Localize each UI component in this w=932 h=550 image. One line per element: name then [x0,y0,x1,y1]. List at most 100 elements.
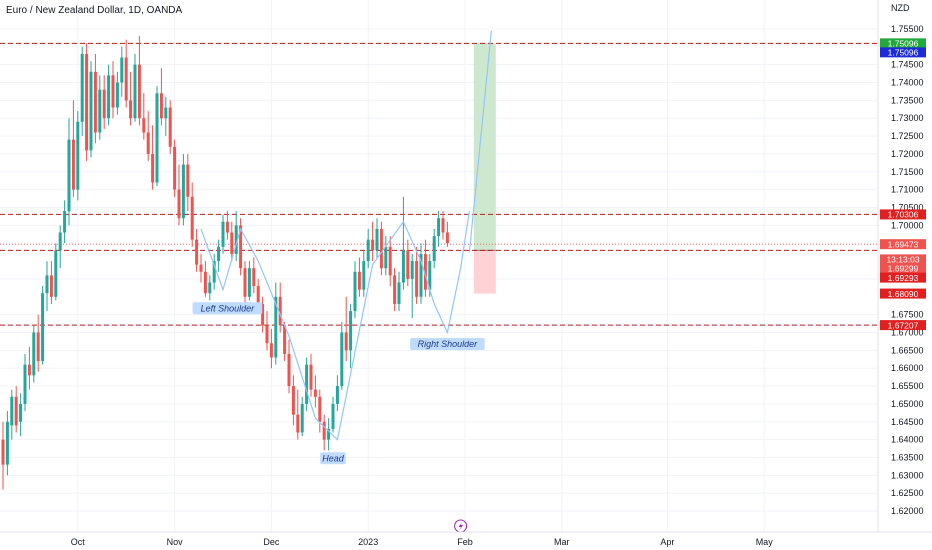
candle [181,153,185,226]
candle [85,43,89,162]
candle-body [397,282,401,304]
candle-body [1,439,5,465]
candle [318,389,322,433]
candle-body [203,271,207,294]
candle [45,261,49,312]
candle-body [445,232,449,244]
price-tag-label: 1.67207 [888,320,919,330]
candle [190,182,194,247]
candle-body [437,218,441,237]
candle [327,418,331,451]
price-tag [880,254,926,265]
price-tick-label: 1.74000 [891,78,924,88]
candle [406,239,410,287]
candle [309,353,313,397]
candle-body [208,282,212,294]
candle-body [261,303,265,326]
candle-body [327,428,331,440]
time-tick-label: Mar [554,537,570,547]
candle [133,53,137,122]
price-tag [880,38,926,49]
price-tick-label: 1.64000 [891,435,924,445]
candle [300,396,304,437]
candle-body [423,253,427,290]
candle [331,396,335,433]
candle [291,375,295,426]
candle [269,328,273,369]
candle-body [379,228,383,269]
candle-body [366,239,370,262]
pattern-line [200,210,470,441]
candle [419,243,423,304]
candle [437,211,441,247]
pattern-label-box [410,338,485,350]
candle [58,225,62,269]
candle-body [230,232,234,254]
candle-body [181,164,185,219]
candle [71,100,75,197]
loss-zone [473,250,496,294]
candle [212,253,216,290]
candle-body [388,246,392,276]
price-tag [880,288,926,299]
candle [203,261,207,297]
price-tag-label: 1.75096 [888,48,919,58]
candle [366,228,370,269]
candle [14,386,18,433]
candle [63,200,67,244]
candle-body [27,364,31,376]
candle [111,61,115,119]
candle-body [45,275,49,294]
candle-body [419,253,423,297]
candle [76,111,80,201]
candle-body [159,93,163,119]
candle-body [124,57,128,101]
candle [10,389,14,440]
price-tick-label: 1.62500 [891,488,924,498]
candle [32,325,36,383]
candle [41,286,45,365]
candle [137,36,141,126]
candle [80,46,84,137]
candle-body [243,268,247,297]
candle [423,239,427,297]
candle [186,153,190,212]
candle-body [173,146,177,190]
candle [278,282,282,333]
candle-body [287,353,291,387]
price-tick-label: 1.67000 [891,328,924,338]
time-tick-label: Oct [71,537,86,547]
candle [322,414,326,451]
candle [27,346,31,390]
candle-body [23,364,27,404]
candle-body [80,53,84,122]
candle [151,125,155,190]
price-tags: 1.750961.750961.703061.6947313:13:031.69… [880,38,926,330]
candle [397,271,401,312]
candle [217,239,221,272]
candle [195,228,199,272]
price-tick-label: 1.67500 [891,310,924,320]
candle [344,296,348,362]
candle-body [239,225,243,269]
price-tag [880,320,926,331]
candle-body [415,261,419,297]
candle-body [401,250,405,283]
candle [353,261,357,319]
candle [89,61,93,158]
candle [225,211,229,240]
candle [129,71,133,126]
position-zones [473,43,496,294]
candle-body [362,261,366,290]
candle-body [432,236,436,262]
candle [247,261,251,301]
candle-body [111,75,115,108]
candle-body [406,250,410,279]
price-tick-label: 1.70000 [891,220,924,230]
price-tag [880,272,926,283]
candle-body [331,403,335,429]
candle [401,196,405,290]
candle-body [265,325,269,344]
price-tag [880,209,926,220]
